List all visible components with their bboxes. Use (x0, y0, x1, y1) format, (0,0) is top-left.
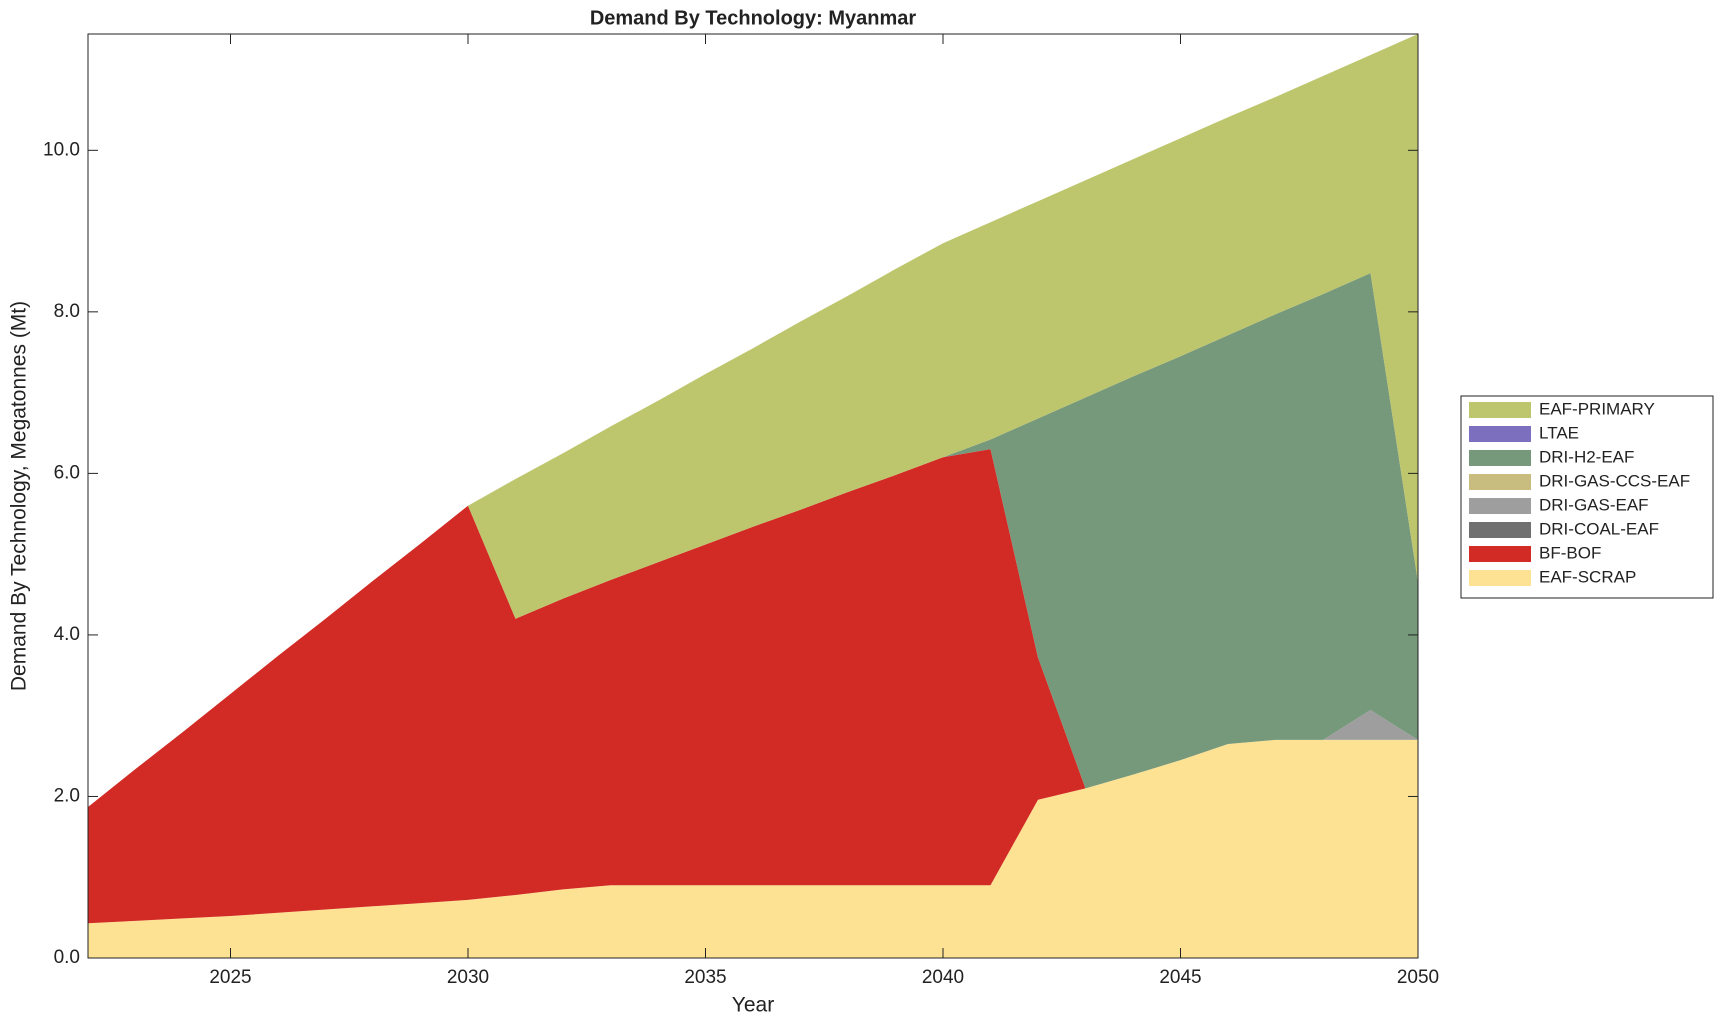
legend-swatch (1469, 474, 1531, 490)
legend-swatch (1469, 450, 1531, 466)
legend: EAF-PRIMARY LTAE DRI-H2-EAF DRI-GAS-CCS-EAF… (1460, 395, 1714, 599)
x-tick-label: 2035 (684, 967, 726, 988)
legend-label: LTAE (1539, 423, 1579, 442)
legend-label: DRI-H2-EAF (1539, 447, 1634, 466)
area (88, 449, 1418, 924)
legend-swatch (1469, 498, 1531, 514)
y-tick-label: 6.0 (54, 462, 80, 483)
legend-label: EAF-SCRAP (1539, 567, 1636, 586)
legend-swatch (1469, 426, 1531, 442)
x-axis-label: Year (732, 994, 774, 1017)
y-axis-label: Demand By Technology, Megatonnes (Mt) (8, 301, 31, 691)
y-tick-label: 2.0 (54, 785, 80, 806)
legend-swatch (1469, 402, 1531, 418)
legend-label: DRI-GAS-CCS-EAF (1539, 471, 1690, 490)
y-tick-label: 0.0 (54, 947, 80, 968)
area (88, 273, 1418, 807)
area (88, 34, 1418, 807)
x-tick-label: 2050 (1397, 967, 1439, 988)
chart-title: Demand By Technology: Myanmar (590, 7, 917, 29)
y-tick-label: 8.0 (54, 301, 80, 322)
legend-label: EAF-PRIMARY (1539, 399, 1655, 418)
plot-frame (87, 33, 1419, 959)
x-tick-label: 2040 (922, 967, 964, 988)
legend-label: DRI-COAL-EAF (1539, 519, 1659, 538)
x-tick-label: 2045 (1159, 967, 1201, 988)
y-tick-label: 10.0 (43, 139, 80, 160)
area (88, 739, 1418, 958)
legend-swatch (1469, 570, 1531, 586)
legend-swatch (1469, 522, 1531, 538)
legend-label: BF-BOF (1539, 543, 1601, 562)
x-tick-label: 2025 (209, 967, 251, 988)
y-tick-label: 4.0 (54, 624, 80, 645)
legend-label: DRI-GAS-EAF (1539, 495, 1649, 514)
legend-swatch (1469, 546, 1531, 562)
x-tick-label: 2030 (447, 967, 489, 988)
